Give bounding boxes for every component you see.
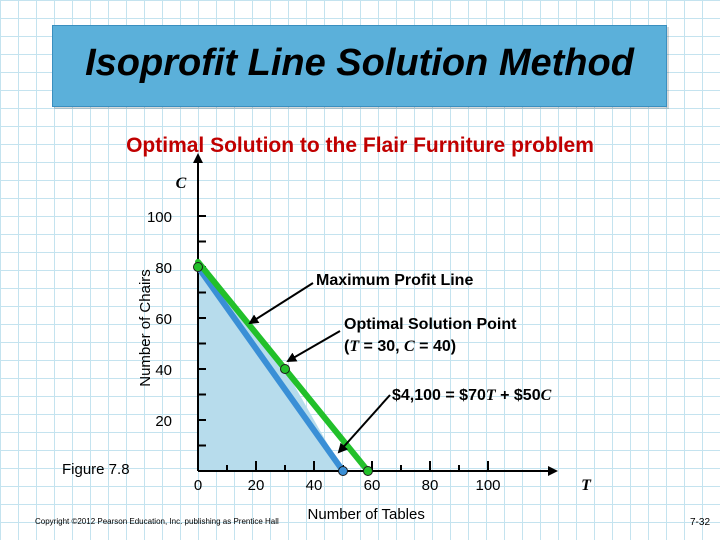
slide-title: Isoprofit Line Solution Method (85, 41, 634, 84)
optimal-point (280, 364, 290, 374)
x-tick-label: 60 (364, 477, 381, 494)
x-tick-label: 100 (475, 477, 500, 494)
isoprofit-equation: $4,100 = $70T + $50C (392, 387, 552, 404)
x-tick-label: 20 (248, 477, 265, 494)
x-tick-label: 0 (194, 477, 202, 494)
y-tick-label: 80 (155, 260, 172, 277)
slide-subtitle: Optimal Solution to the Flair Furniture … (126, 134, 594, 157)
y-axis-title: Number of Chairs (137, 269, 154, 387)
y-tick-label: 100 (147, 209, 172, 226)
optimal-point-label: Optimal Solution Point (344, 316, 517, 333)
copyright-notice: Copyright ©2012 Pearson Education, Inc. … (35, 517, 279, 526)
isoprofit-intercept (362, 466, 373, 476)
x-axis-variable: T (581, 477, 592, 494)
figure-label: Figure 7.8 (62, 461, 130, 478)
x-tick-label: 40 (306, 477, 323, 494)
max-profit-pointer (248, 282, 314, 325)
max-profit-label: Maximum Profit Line (316, 272, 473, 289)
y-tick-label: 20 (155, 413, 172, 430)
y-tick-label: 60 (155, 311, 172, 328)
title-banner: Isoprofit Line Solution Method (52, 25, 667, 107)
corner-point-y (193, 262, 203, 272)
optimal-point-coords: (T = 30, C = 40) (344, 338, 456, 355)
x-tick-label: 80 (422, 477, 439, 494)
optimal-point-pointer (286, 330, 341, 362)
equation-pointer (337, 394, 391, 454)
constraint-line (195, 264, 346, 474)
y-axis-variable: C (176, 175, 187, 192)
x-axis-title: Number of Tables (308, 506, 425, 523)
page-number: 7-32 (689, 517, 710, 528)
y-tick-label: 40 (155, 362, 172, 379)
corner-point-x (338, 466, 348, 476)
